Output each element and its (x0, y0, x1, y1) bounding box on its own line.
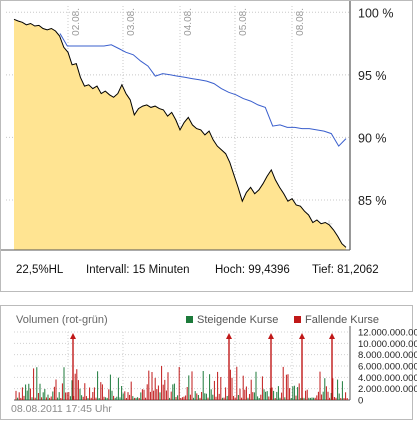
volume-spike-arrow (299, 333, 305, 339)
y-tick-label: 95 % (358, 69, 387, 83)
info-low: Tief: 81,2062 (312, 264, 379, 276)
y-tick-label: 100 % (358, 6, 393, 20)
timestamp: 08.08.2011 17:45 Uhr (11, 403, 112, 415)
legend-falling-swatch (294, 316, 301, 323)
volume-y-label: 0 (358, 396, 363, 407)
volume-y-label: 8.000.000.000 (358, 350, 417, 361)
volume-spike-arrow (329, 333, 335, 339)
volume-y-label: 4.000.000.000 (358, 373, 417, 384)
y-tick-label: 85 % (358, 194, 387, 208)
volume-y-label: 2.000.000.000 (358, 384, 417, 395)
legend-falling: Fallende Kurse (294, 314, 379, 326)
price-chart: 02.08. 03.08. 04.08. 05.08. 08.08. 100 % 95 % 9… (0, 0, 413, 292)
volume-y-label: 6.000.000.000 (358, 362, 417, 373)
x-tick-label: 08.08. (295, 8, 306, 36)
x-tick-label: 04.08. (183, 8, 194, 36)
info-interval: Intervall: 15 Minuten (86, 264, 190, 276)
volume-spike-arrow (268, 333, 274, 339)
price-line (13, 18, 347, 248)
price-area (14, 19, 346, 250)
y-tick-label: 90 % (358, 131, 387, 145)
volume-spike-arrow (226, 333, 232, 339)
compare-line (59, 33, 347, 147)
volume-spike-arrow (70, 333, 76, 339)
legend-falling-label: Fallende Kurse (305, 314, 379, 326)
x-tick-label: 05.08. (238, 8, 249, 36)
x-tick-label: 02.08. (71, 8, 82, 36)
chart-frame (0, 0, 413, 292)
x-tick-label: 03.08. (126, 8, 137, 36)
info-label: 22,5%HL (16, 264, 64, 276)
info-high: Hoch: 99,4396 (215, 264, 290, 276)
volume-title: Volumen (rot-grün) (16, 314, 108, 326)
legend-rising-label: Steigende Kurse (197, 314, 279, 326)
legend-rising-swatch (186, 316, 193, 323)
legend-rising: Steigende Kurse (186, 314, 278, 326)
volume-y-label: 10.000.000.000 (358, 339, 417, 350)
volume-y-label: 12.000.000.000 (358, 328, 417, 339)
